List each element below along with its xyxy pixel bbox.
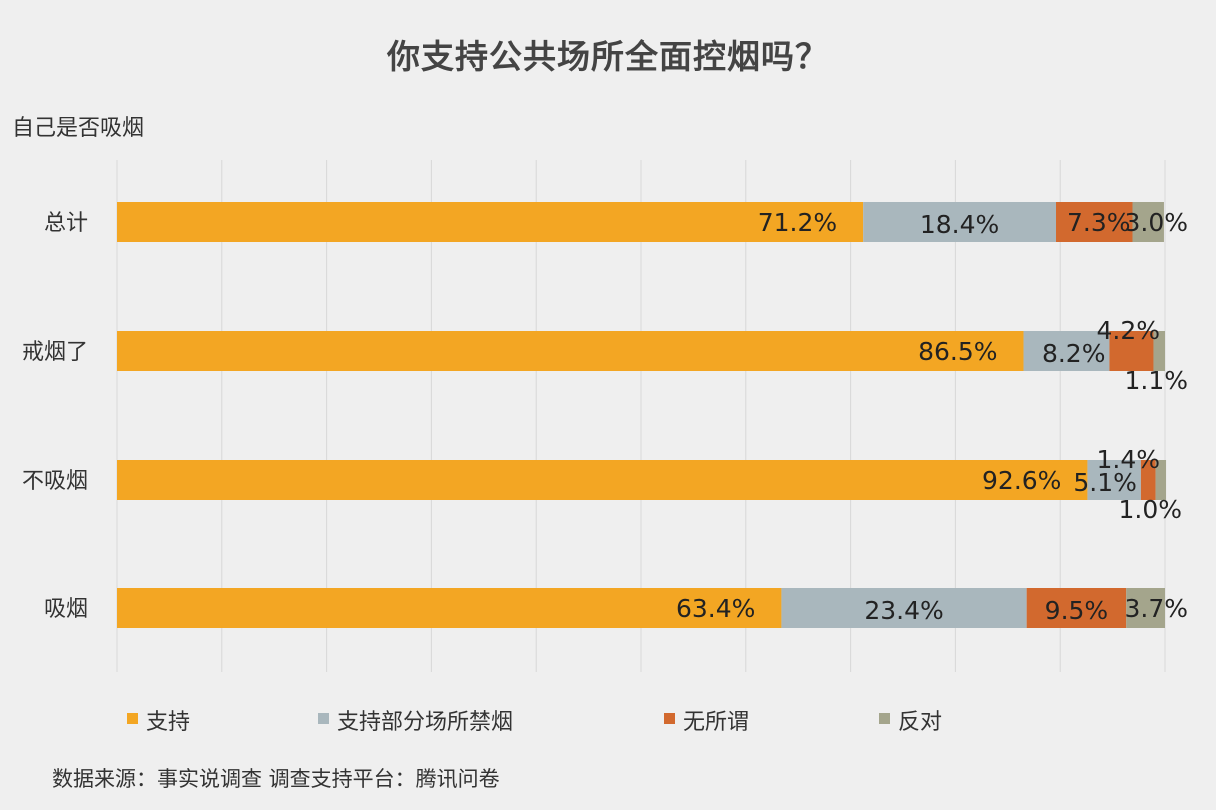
category-label: 总计: [44, 211, 88, 236]
value-labels: 71.2% 18.4% 7.3%3.0% 86.5% 8.2%4.2% 1.1% 92.6%…: [676, 208, 1188, 625]
legend-label: 支持部分场所禁烟: [337, 710, 513, 735]
bar-segment: [1155, 460, 1167, 500]
legend-swatch: [879, 713, 890, 724]
data-label: 63.4%: [676, 594, 755, 623]
legend-label: 支持: [146, 710, 190, 735]
bar-segment: [781, 588, 1027, 628]
data-label: 1.1%: [1124, 366, 1188, 395]
data-label: 5.1%: [1073, 468, 1137, 497]
data-label: 4.2%: [1096, 316, 1160, 345]
bar-segment: [863, 202, 1057, 242]
legend-label: 反对: [898, 710, 942, 735]
chart-title: 你支持公共场所全面控烟吗？: [387, 37, 829, 76]
category-label: 不吸烟: [22, 469, 88, 494]
bar-segment: [1153, 331, 1165, 371]
y-axis-caption: 自己是否吸烟: [12, 116, 145, 141]
data-label: 1.4%: [1096, 445, 1160, 474]
data-label: 71.2%: [758, 208, 837, 237]
data-label: 23.4%: [864, 596, 943, 625]
bar-segment: [1109, 331, 1154, 371]
legend: 支持 支持部分场所禁烟 无所谓 反对: [127, 710, 942, 735]
data-label: 92.6%: [982, 466, 1061, 495]
data-label: 18.4%: [920, 210, 999, 239]
bar-segment: [1087, 460, 1141, 500]
data-label: 7.3%: [1067, 208, 1131, 237]
data-label: 9.5%: [1045, 596, 1109, 625]
bar-segment: [1056, 202, 1133, 242]
data-label: 1.0%: [1118, 495, 1182, 524]
legend-swatch: [664, 713, 675, 724]
legend-swatch: [127, 713, 138, 724]
data-label: 86.5%: [918, 337, 997, 366]
legend-label: 无所谓: [683, 710, 749, 735]
source-note: 数据来源：事实说调查 调查支持平台：腾讯问卷: [52, 767, 500, 791]
bar-segment: [1140, 460, 1156, 500]
bars: [117, 202, 1167, 628]
data-label: 8.2%: [1042, 339, 1106, 368]
bar-segment: [1132, 202, 1164, 242]
bar-segment: [1126, 588, 1165, 628]
gridlines: [116, 160, 1166, 672]
bar-segment: [117, 331, 1024, 371]
bar-segment: [117, 460, 1088, 500]
data-label: 3.7%: [1124, 594, 1188, 623]
bar-segment: [1023, 331, 1110, 371]
bar-segment: [1026, 588, 1127, 628]
data-label: 3.0%: [1124, 208, 1188, 237]
legend-swatch: [318, 713, 329, 724]
category-label: 戒烟了: [22, 340, 88, 365]
category-label: 吸烟: [44, 597, 88, 622]
bar-segment: [117, 202, 864, 242]
bar-segment: [117, 588, 782, 628]
